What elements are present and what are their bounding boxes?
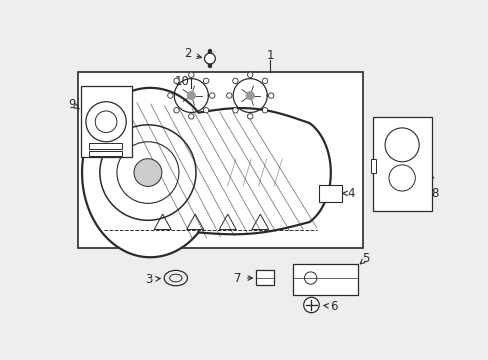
- Text: 3: 3: [145, 273, 152, 286]
- Text: 4: 4: [346, 187, 354, 200]
- Circle shape: [173, 108, 179, 113]
- Circle shape: [303, 297, 319, 313]
- Circle shape: [187, 92, 195, 99]
- Circle shape: [247, 72, 252, 77]
- Circle shape: [188, 72, 194, 77]
- Circle shape: [188, 114, 194, 119]
- Circle shape: [247, 114, 252, 119]
- Circle shape: [262, 108, 267, 113]
- FancyBboxPatch shape: [370, 159, 375, 172]
- Text: 5: 5: [361, 252, 368, 265]
- Text: 2: 2: [184, 48, 192, 60]
- Text: 7: 7: [234, 271, 241, 284]
- Circle shape: [203, 78, 208, 84]
- Text: 10: 10: [174, 75, 189, 88]
- Circle shape: [226, 93, 231, 98]
- FancyBboxPatch shape: [319, 185, 342, 202]
- Circle shape: [268, 93, 273, 98]
- Circle shape: [173, 78, 179, 84]
- Circle shape: [204, 53, 215, 64]
- FancyBboxPatch shape: [292, 264, 357, 295]
- FancyBboxPatch shape: [255, 270, 274, 285]
- FancyBboxPatch shape: [89, 143, 122, 149]
- Text: 6: 6: [329, 300, 337, 313]
- Text: 8: 8: [430, 187, 437, 200]
- FancyBboxPatch shape: [81, 86, 131, 157]
- Circle shape: [203, 108, 208, 113]
- FancyBboxPatch shape: [89, 151, 122, 156]
- FancyBboxPatch shape: [78, 72, 363, 248]
- Circle shape: [167, 93, 173, 98]
- Text: 9: 9: [68, 98, 76, 111]
- Circle shape: [134, 159, 162, 186]
- Text: 1: 1: [266, 49, 274, 62]
- Circle shape: [209, 93, 215, 98]
- Circle shape: [246, 92, 254, 99]
- Circle shape: [262, 78, 267, 84]
- Circle shape: [232, 78, 238, 84]
- FancyBboxPatch shape: [372, 117, 431, 211]
- Polygon shape: [82, 88, 330, 257]
- Circle shape: [232, 108, 238, 113]
